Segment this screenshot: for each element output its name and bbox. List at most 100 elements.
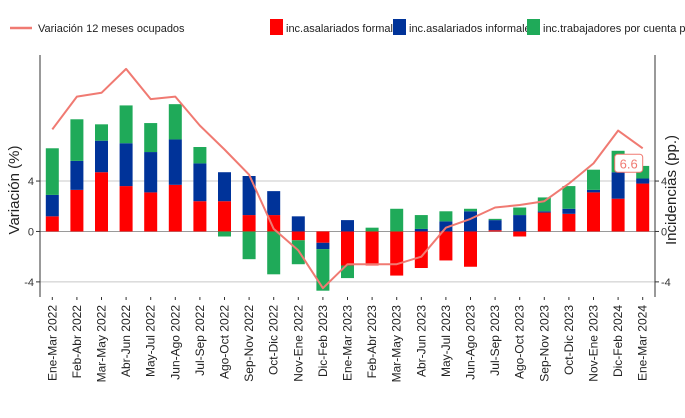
bar-segment [513,207,527,216]
x-tick-labels: Ene-Mar 2022 Feb-Abr 2022 Mar-May 2022 Abr-… [45,297,650,383]
bar-segment [193,163,207,202]
bar-segment [587,192,600,232]
bar-segment [144,123,158,153]
bar-segment [341,220,354,232]
bars [45,104,650,291]
x-tick-label: Jun-Ago 2023 [464,305,478,380]
y-tick-label: 4 [28,176,34,188]
bar-segment [341,231,354,266]
x-tick-label: Feb-Abr 2022 [70,305,84,379]
bar-segment [488,230,502,232]
legend-swatch [527,19,540,35]
y2-tick-label: -4 [661,277,671,289]
x-tick-label: Mar-May 2023 [390,305,404,383]
bar-segment [242,215,256,232]
x-tick-label: Oct-Dic 2023 [562,305,576,375]
bar-segment [316,249,330,291]
bar-segment [193,201,207,232]
bar-segment [316,242,330,250]
x-tick-label: Feb-Abr 2023 [365,305,379,379]
bar-segment [537,197,551,212]
bar-segment [537,212,551,232]
x-tick-label: Jun-Ago 2022 [168,305,182,380]
bar-segment [562,208,576,214]
bar-segment [218,231,231,237]
y-tick-label: -4 [24,277,34,289]
bar-segment [365,227,379,232]
bar-segment [513,215,527,232]
bar-segment [70,189,84,232]
x-tick-label: Sep-Nov 2023 [537,305,551,382]
legend-label: inc.asalariados formales [286,23,405,35]
legend: Variación 12 meses ocupados inc.asalariad… [10,19,685,35]
bar-segment [144,192,158,232]
line-path [51,67,644,290]
y2-tick-label: 4 [661,176,667,188]
annotation-label: 6.6 [620,156,638,171]
bar-segment [45,194,59,217]
legend-swatch [393,19,406,35]
x-tick-label: May-Jul 2023 [439,305,453,377]
x-tick-label: Abr-Jun 2022 [119,305,133,377]
bar-segment [562,186,576,209]
x-tick-label: Jul-Sep 2022 [193,305,207,376]
bar-segment [636,178,650,184]
x-tick-label: Ene-Mar 2023 [341,305,355,381]
bar-segment [168,184,182,232]
bar-segment [168,139,182,185]
bar-segment [193,147,207,164]
bar-segment [562,213,576,232]
bar-segment [119,186,133,232]
x-tick-label: Ene-Mar 2024 [636,305,650,381]
legend-label: Variación 12 meses ocupados [38,23,185,35]
bar-segment [267,191,281,216]
bar-segment [365,231,379,266]
bar-segment [70,119,84,161]
bar-segment [119,105,133,144]
bar-segment [168,104,182,140]
x-tick-label: Mar-May 2022 [95,305,109,383]
x-tick-label: Ene-Mar 2022 [45,305,59,381]
bar-segment [267,231,281,275]
bar-segment [537,211,551,213]
bar-segment [242,176,256,216]
legend-label: inc.trabajadores por cuenta propia [543,23,685,35]
bar-segment [316,231,330,243]
x-tick-label: Jul-Sep 2023 [488,305,502,376]
bar-segment [242,231,256,260]
bar-segment [488,220,502,231]
y-tick-label: 0 [28,226,34,238]
bar-segment [390,208,404,232]
bar-segment [95,172,108,232]
x-tick-label: Dic-Feb 2024 [611,305,625,377]
bar-segment [218,172,231,202]
bar-segment [464,208,477,212]
bar-segment [291,231,305,241]
bar-segment [587,189,600,193]
x-tick-label: Nov-Ene 2022 [291,305,305,382]
bar-segment [267,215,281,232]
bar-segment [95,124,108,141]
bar-segment [439,231,453,261]
bar-segment [414,215,428,229]
bar-segment [414,231,428,269]
x-tick-label: Sep-Nov 2022 [242,305,256,382]
annotation-callout: 6.6 [614,153,644,173]
bar-segment [70,160,84,190]
bar-segment [439,221,453,232]
x-tick-label: Nov-Ene 2023 [587,305,601,382]
bar-segment [587,169,600,190]
x-tick-label: Oct-Dic 2022 [267,305,281,375]
bar-segment [291,216,305,232]
legend-swatch [270,19,283,35]
legend-label: inc.asalariados informales [409,23,537,35]
bar-segment [218,201,231,232]
annotation-box [614,153,644,173]
x-tick-label: Abr-Jun 2023 [414,305,428,377]
bar-segment [144,152,158,193]
x-tick-label: Ago-Oct 2023 [513,305,527,379]
x-tick-label: Ago-Oct 2022 [218,305,232,379]
bar-segment [414,228,428,232]
y-axis-label: Variación (%) [6,146,23,235]
